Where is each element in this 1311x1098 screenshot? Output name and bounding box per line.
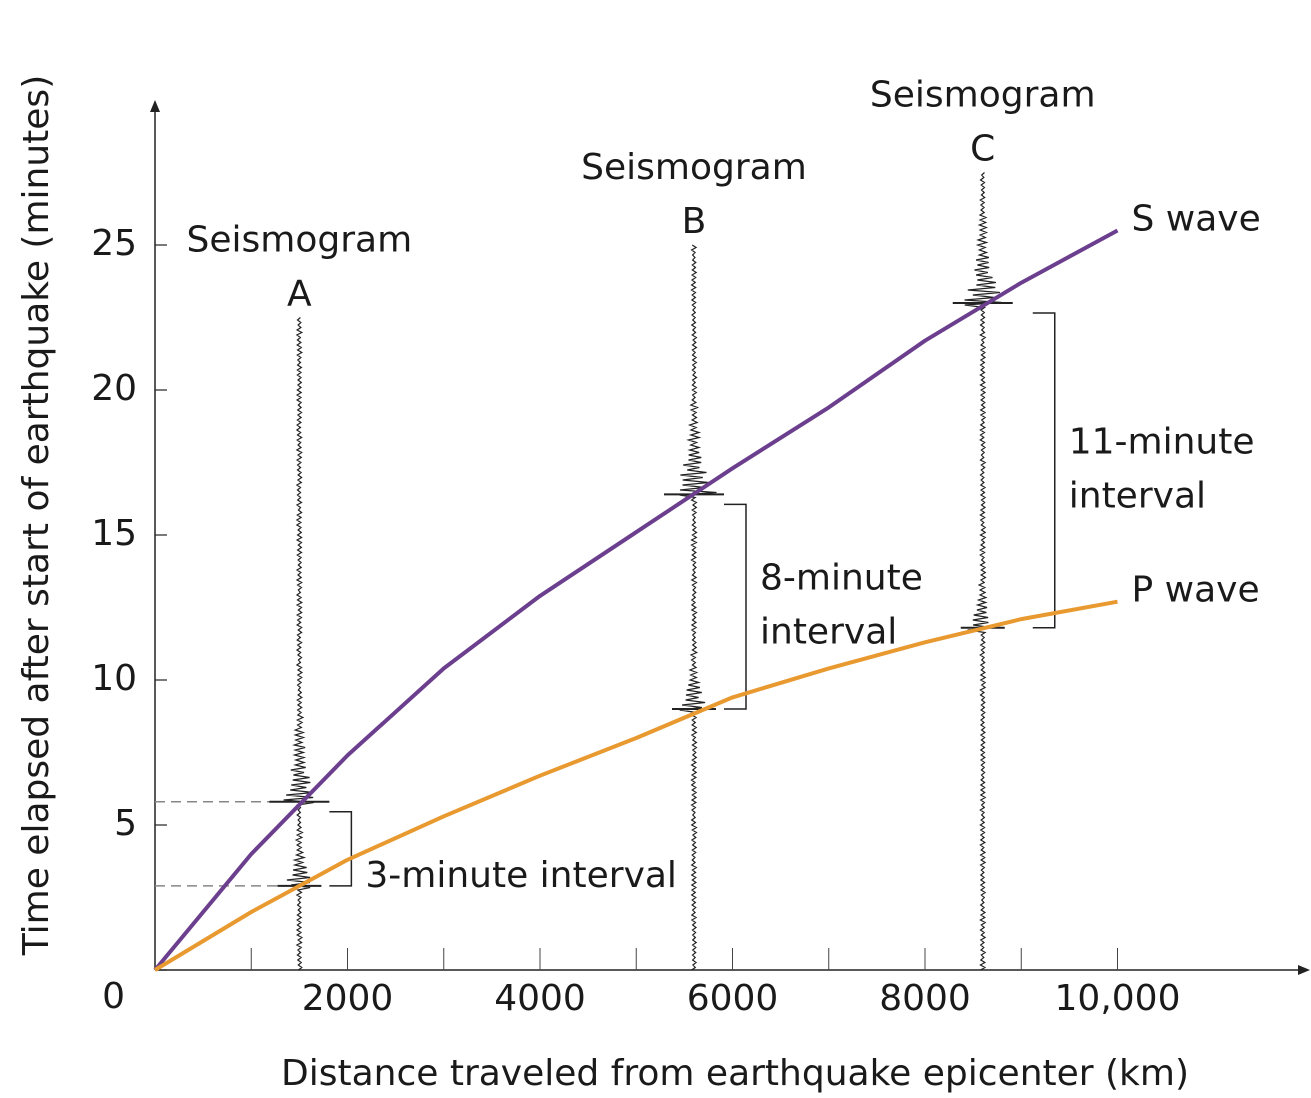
seismogram-trace	[679, 244, 717, 971]
y-tick-label: 0	[102, 976, 125, 1017]
x-tick-label: 6000	[687, 978, 779, 1019]
y-tick-label: 10	[91, 658, 137, 699]
seismogram-label: Seismogram	[581, 147, 807, 188]
interval-label: interval	[760, 612, 897, 653]
wave-curve	[153, 599, 1118, 972]
y-axis-arrow	[150, 100, 160, 112]
seismogram-trace	[964, 172, 1003, 971]
y-axis-label: Time elapsed after start of earthquake (…	[16, 75, 57, 957]
seismogram-letter: B	[682, 201, 707, 242]
series-label: S wave	[1132, 199, 1261, 240]
seismogram-label: Seismogram	[187, 220, 413, 261]
x-tick-label: 8000	[879, 978, 971, 1019]
seismogram-trace	[283, 317, 314, 971]
seismogram-letter: A	[287, 274, 312, 315]
x-tick-label: 4000	[494, 978, 586, 1019]
seismogram-label: Seismogram	[870, 75, 1096, 116]
interval-label: 3-minute interval	[365, 855, 677, 896]
interval-label: 11-minute	[1069, 421, 1255, 462]
interval-bracket	[329, 811, 353, 887]
interval-bracket	[724, 503, 747, 710]
interval-label: 8-minute	[760, 558, 923, 599]
x-tick-label: 2000	[302, 978, 394, 1019]
y-tick-label: 5	[114, 803, 137, 844]
series-label: P wave	[1132, 570, 1260, 611]
interval-label: interval	[1069, 475, 1206, 516]
interval-bracket	[1032, 312, 1056, 629]
x-axis-arrow	[1298, 965, 1310, 975]
wave-curve	[153, 228, 1119, 972]
y-tick-label: 15	[91, 513, 137, 554]
seismogram-letter: C	[970, 129, 995, 170]
x-axis-label: Distance traveled from earthquake epicen…	[281, 1053, 1189, 1094]
x-tick-label: 10,000	[1055, 978, 1181, 1019]
y-tick-label: 20	[91, 368, 137, 409]
y-tick-label: 25	[91, 223, 137, 264]
